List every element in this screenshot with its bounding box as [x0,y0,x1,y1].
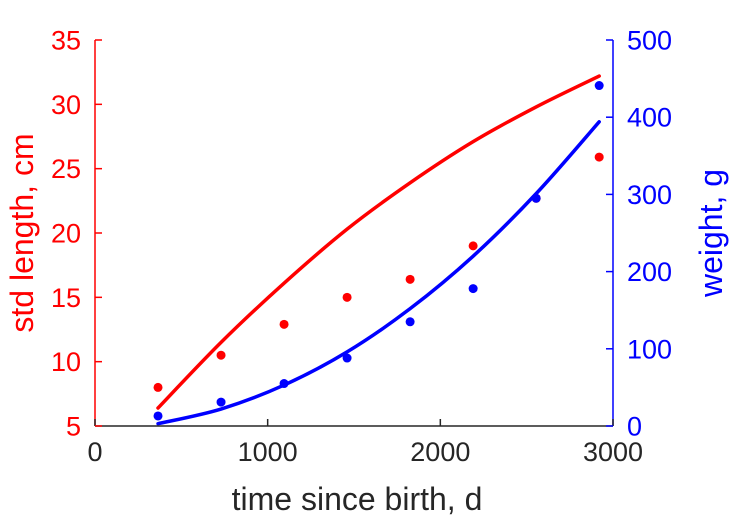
x-tick-label: 3000 [583,437,643,467]
right-y-axis-label: weight, g [693,169,729,298]
length-data-point [342,292,352,302]
length-data-point [594,152,604,162]
weight-data-point [594,81,604,91]
weight-data-point [468,284,478,294]
left-y-tick-label: 5 [66,412,81,442]
length-data-point [405,274,415,284]
left-y-tick-label: 35 [51,26,81,56]
weight-data-point [216,397,226,407]
weight-data-point [405,317,415,327]
right-y-tick-label: 200 [627,257,672,287]
x-tick-label: 2000 [410,437,470,467]
left-y-tick-label: 25 [51,154,81,184]
length-fit-line [156,74,601,410]
left-y-tick-label: 10 [51,347,81,377]
left-y-tick-label: 15 [51,283,81,313]
right-y-tick-label: 300 [627,180,672,210]
left-y-axis-label: std length, cm [4,133,40,332]
length-data-point [279,319,289,329]
left-y-tick-label: 20 [51,219,81,249]
length-data-point [468,241,478,251]
left-y-tick-label: 30 [51,90,81,120]
right-y-tick-label: 100 [627,334,672,364]
right-y-tick-label: 0 [627,412,642,442]
x-tick-label: 1000 [238,437,298,467]
length-data-point [216,350,226,360]
right-y-tick-label: 400 [627,103,672,133]
x-axis-label: time since birth, d [232,481,483,517]
weight-fit-line [156,120,601,426]
weight-data-point [153,411,163,421]
axes: 0 1000 2000 3000 5 10 15 20 25 30 35 0 100 200 300 400 5… [51,26,672,468]
x-tick-label: 0 [87,437,102,467]
right-y-tick-label: 500 [627,26,672,56]
length-data-point [153,382,163,392]
weight-data-point [342,353,352,363]
plot-area [153,74,604,426]
